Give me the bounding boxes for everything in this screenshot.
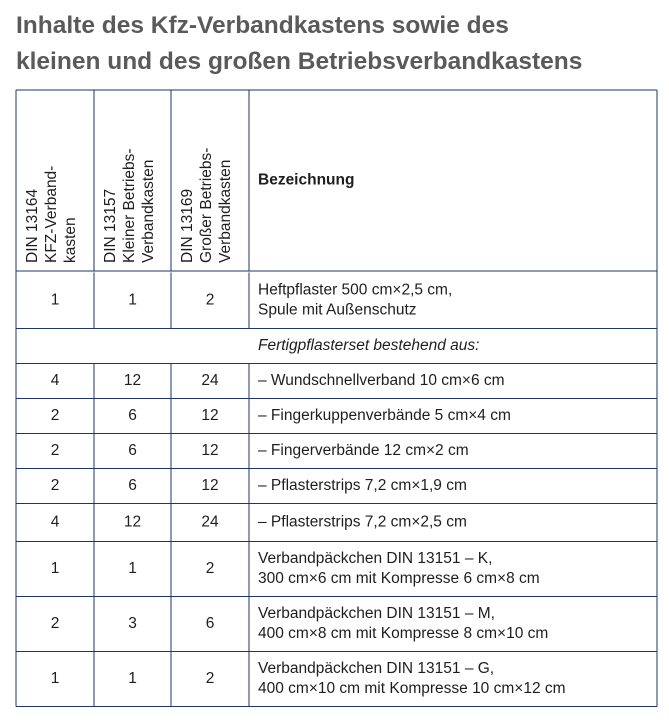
cell: 6 [206, 615, 215, 632]
cell: 4 [51, 514, 60, 531]
cell: 24 [201, 514, 219, 531]
cell: 4 [51, 372, 60, 389]
title-line: Inhalte des Kfz-Verbandkastens sowie des [16, 12, 509, 39]
cell: – Wundschnellverband 10 cm×6 cm [258, 372, 505, 389]
cell: 2 [51, 615, 60, 632]
cell: 400 cm×10 cm mit Kompresse 10 cm×12 cm [258, 680, 566, 697]
cell: 12 [201, 442, 218, 459]
cell: 300 cm×6 cm mit Kompresse 6 cm×8 cm [258, 570, 540, 587]
cell: 12 [201, 477, 218, 494]
cell: Spule mit Außenschutz [258, 302, 417, 319]
cell: 6 [128, 407, 137, 424]
column-header: Verbandkasten [140, 160, 157, 263]
cell: 2 [206, 292, 215, 309]
column-header: DIN 13169 [179, 189, 196, 263]
column-header: KFZ-Verband- [43, 166, 60, 263]
cell: 2 [51, 407, 60, 424]
cell: 24 [201, 372, 219, 389]
cell: Heftpflaster 500 cm×2,5 cm, [258, 282, 452, 299]
cell: 1 [128, 292, 137, 309]
cell: 12 [124, 372, 141, 389]
cell: 6 [128, 442, 137, 459]
cell: 1 [51, 292, 60, 309]
cell: 1 [128, 560, 137, 577]
column-header: kasten [62, 217, 79, 263]
column-header: DIN 13164 [24, 189, 41, 263]
column-header: Bezeichnung [258, 172, 354, 189]
cell: 6 [128, 477, 137, 494]
cell: Verbandpäckchen DIN 13151 – K, [258, 550, 492, 567]
cell: 400 cm×8 cm mit Kompresse 8 cm×10 cm [258, 625, 548, 642]
cell: 1 [51, 670, 60, 687]
cell: 12 [201, 407, 218, 424]
column-header: Großer Betriebs- [198, 148, 215, 263]
column-header: Verbandkasten [217, 160, 234, 263]
cell: – Fingerkuppenverbände 5 cm×4 cm [258, 407, 511, 424]
cell: – Pflasterstrips 7,2 cm×2,5 cm [258, 514, 467, 531]
cell: 2 [51, 442, 60, 459]
cell: 1 [128, 670, 137, 687]
column-header: DIN 13157 [102, 189, 119, 263]
cell: – Pflasterstrips 7,2 cm×1,9 cm [258, 477, 467, 494]
cell: 3 [128, 615, 137, 632]
cell: 12 [124, 514, 141, 531]
cell: 2 [51, 477, 60, 494]
cell: 1 [51, 560, 60, 577]
cell: Verbandpäckchen DIN 13151 – M, [258, 605, 495, 622]
cell: 2 [206, 560, 215, 577]
cell: 2 [206, 670, 215, 687]
cell: – Fingerverbände 12 cm×2 cm [258, 442, 469, 459]
cell: Verbandpäckchen DIN 13151 – G, [258, 660, 494, 677]
column-header: Kleiner Betriebs- [121, 148, 138, 263]
title-line: kleinen und des großen Betriebsverbandka… [16, 48, 582, 75]
section-label: Fertigpflasterset bestehend aus: [258, 337, 479, 354]
